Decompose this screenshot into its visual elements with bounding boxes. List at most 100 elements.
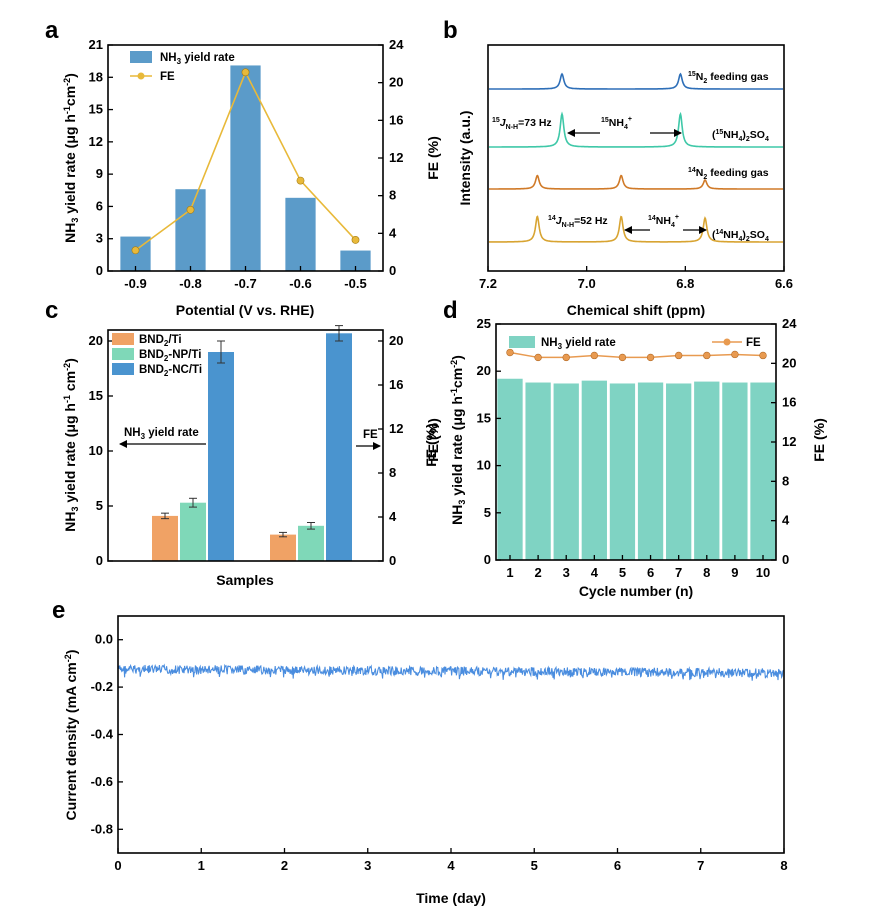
- y-tick-c-2-label: 10: [89, 443, 103, 458]
- legend-swatch-bnd-np: [112, 348, 134, 360]
- legend-label-bnd-ti: BND2/Ti: [139, 334, 182, 348]
- x-tick-e-5-label: 5: [531, 858, 538, 873]
- bar-nh3-2: [230, 65, 261, 271]
- y-right-tick-d-1-label: 4: [782, 513, 790, 528]
- fe-point-d-0: [506, 348, 514, 357]
- legend-label-bnd-nc: BND2-NC/Ti: [139, 364, 202, 378]
- x-tick-a-2-label: -0.7: [234, 276, 256, 291]
- x-tick-e-1-label: 1: [198, 858, 205, 873]
- annotation-nh3-yield: NH3 yield rate: [124, 427, 199, 441]
- fe-point-d-7: [703, 351, 711, 360]
- bar-nh3-3: [285, 197, 316, 271]
- x-tick-e-8-label: 8: [780, 858, 787, 873]
- bar-bnd2npti-1: [298, 525, 324, 561]
- y-right-tick-a-3-label: 12: [389, 150, 403, 165]
- y-right-tick-c-2-label: 8: [389, 465, 396, 480]
- x-tick-b-0-label: 7.2: [479, 276, 497, 291]
- bar-bnd2ncti-0: [208, 352, 234, 561]
- bar-cycle-2: [553, 383, 579, 560]
- fe-point-d-2: [562, 353, 570, 362]
- bar-nh3-4: [340, 250, 371, 271]
- chart-e: 0 1 2 3 4 5 6 7 80.0-0.2-0.4-0.6-0.8 Time (day) …: [63, 615, 788, 906]
- x-axis-label-d: Cycle number (n): [579, 583, 693, 599]
- y-right-tick-a-2-label: 8: [389, 188, 396, 203]
- y-axis-right-label-d: FE (%): [811, 418, 827, 462]
- current-density-trace: [117, 663, 784, 681]
- x-tick-d-2-label: 3: [563, 565, 570, 580]
- y-right-tick-d-5-label: 20: [782, 355, 796, 370]
- bar-cycle-7: [694, 381, 720, 560]
- y-tick-d-2-label: 10: [477, 458, 491, 473]
- x-axis-label-a: Potential (V vs. RHE): [176, 302, 314, 318]
- fe-point-3: [296, 176, 305, 185]
- y-right-tick-d-3-label: 12: [782, 434, 796, 449]
- bar-cycle-8: [722, 382, 748, 560]
- trace-label-14n2: 14N2 feeding gas: [688, 167, 769, 181]
- y-right-tick-a-4-label: 16: [389, 112, 403, 127]
- bar-cycle-4: [609, 383, 636, 560]
- fe-point-d-4: [618, 353, 627, 362]
- coupling-label-15: 15JN-H=73 Hz: [492, 117, 552, 131]
- y-tick-a-6-label: 18: [89, 69, 103, 84]
- y-right-tick-d-2-label: 8: [782, 473, 789, 488]
- y-tick-e-0-label: 0.0: [95, 632, 113, 647]
- legend-marker-fe: [137, 72, 145, 80]
- x-tick-d-9-label: 10: [756, 565, 770, 580]
- trace-label-15nh4so4: (15NH4)2SO4: [712, 129, 769, 143]
- fe-point-d-1: [534, 353, 542, 362]
- y-tick-d-1-label: 5: [484, 505, 491, 520]
- y-axis-label-d: NH3 yield rate (μg h-1cm-2): [449, 355, 467, 525]
- bar-bnd2ti-1: [270, 534, 296, 561]
- fe-point-1: [186, 205, 195, 214]
- y-tick-a-7-label: 21: [89, 37, 103, 52]
- annotation-fe: FE: [363, 429, 378, 441]
- y-tick-a-2-label: 6: [96, 198, 103, 213]
- bar-bnd2ncti-1: [326, 333, 352, 561]
- y-axis-label-e: Current density (mA cm-2): [63, 650, 79, 821]
- y-tick-e-1-label: -0.2: [91, 679, 113, 694]
- y-right-tick-a-1-label: 4: [389, 225, 397, 240]
- y-tick-c-1-label: 5: [96, 498, 103, 513]
- bar-cycle-0: [497, 378, 523, 560]
- trace-label-15n2: 15N2 feeding gas: [688, 71, 769, 85]
- fe-point-d-3: [590, 351, 599, 360]
- legend-label-fe-d: FE: [746, 337, 761, 349]
- x-tick-e-0-label: 0: [114, 858, 121, 873]
- y-tick-d-0-label: 0: [484, 552, 491, 567]
- x-tick-b-2-label: 6.8: [676, 276, 694, 291]
- y-tick-a-5-label: 15: [89, 102, 103, 117]
- species-label-15nh4: 15NH4+: [601, 116, 632, 131]
- bar-bnd2ti-0: [152, 515, 178, 561]
- fe-point-d-9: [759, 351, 767, 360]
- panel-label-c: c: [45, 297, 58, 324]
- y-right-tick-d-4-label: 16: [782, 395, 796, 410]
- bar-cycle-5: [637, 382, 664, 560]
- fe-point-d-6: [674, 351, 683, 360]
- x-tick-e-3-label: 3: [364, 858, 371, 873]
- panel-label-e: e: [52, 597, 65, 624]
- y-axis-label-c: NH3 yield rate (μg h-1 cm-2): [62, 358, 80, 532]
- x-tick-b-3-label: 6.6: [775, 276, 793, 291]
- fe-point-0: [131, 246, 140, 255]
- y-tick-d-5-label: 25: [477, 316, 491, 331]
- coupling-label-14: 14JN-H=52 Hz: [548, 215, 608, 229]
- fe-point-d-5: [646, 353, 655, 362]
- species-label-14nh4: 14NH4+: [648, 214, 679, 229]
- legend-swatch-nh3: [130, 51, 152, 63]
- y-right-tick-c-5-label: 20: [389, 333, 403, 348]
- y-tick-e-3-label: -0.6: [91, 774, 113, 789]
- y-right-tick-d-6-label: 24: [782, 316, 797, 331]
- fe-point-4: [351, 236, 360, 244]
- panel-label-b: b: [443, 17, 458, 44]
- chart-a: -0.9 -0.8 -0.7 -0.6 -0.5 0 3 6 9 12 15 18 21 0 4 8 12 16 2…: [62, 37, 441, 318]
- x-tick-d-7-label: 8: [703, 565, 710, 580]
- x-tick-e-4-label: 4: [447, 858, 455, 873]
- legend-label-fe: FE: [160, 71, 175, 83]
- y-tick-e-2-label: -0.4: [91, 727, 114, 742]
- y-tick-d-4-label: 20: [477, 363, 491, 378]
- chart-c: 0 5 10 15 20 0 4 8 12 16 20 BND2/Ti BND2-NP/Ti BND…: [62, 325, 439, 588]
- y-tick-c-3-label: 15: [89, 388, 103, 403]
- bar-bnd2npti-0: [180, 502, 206, 561]
